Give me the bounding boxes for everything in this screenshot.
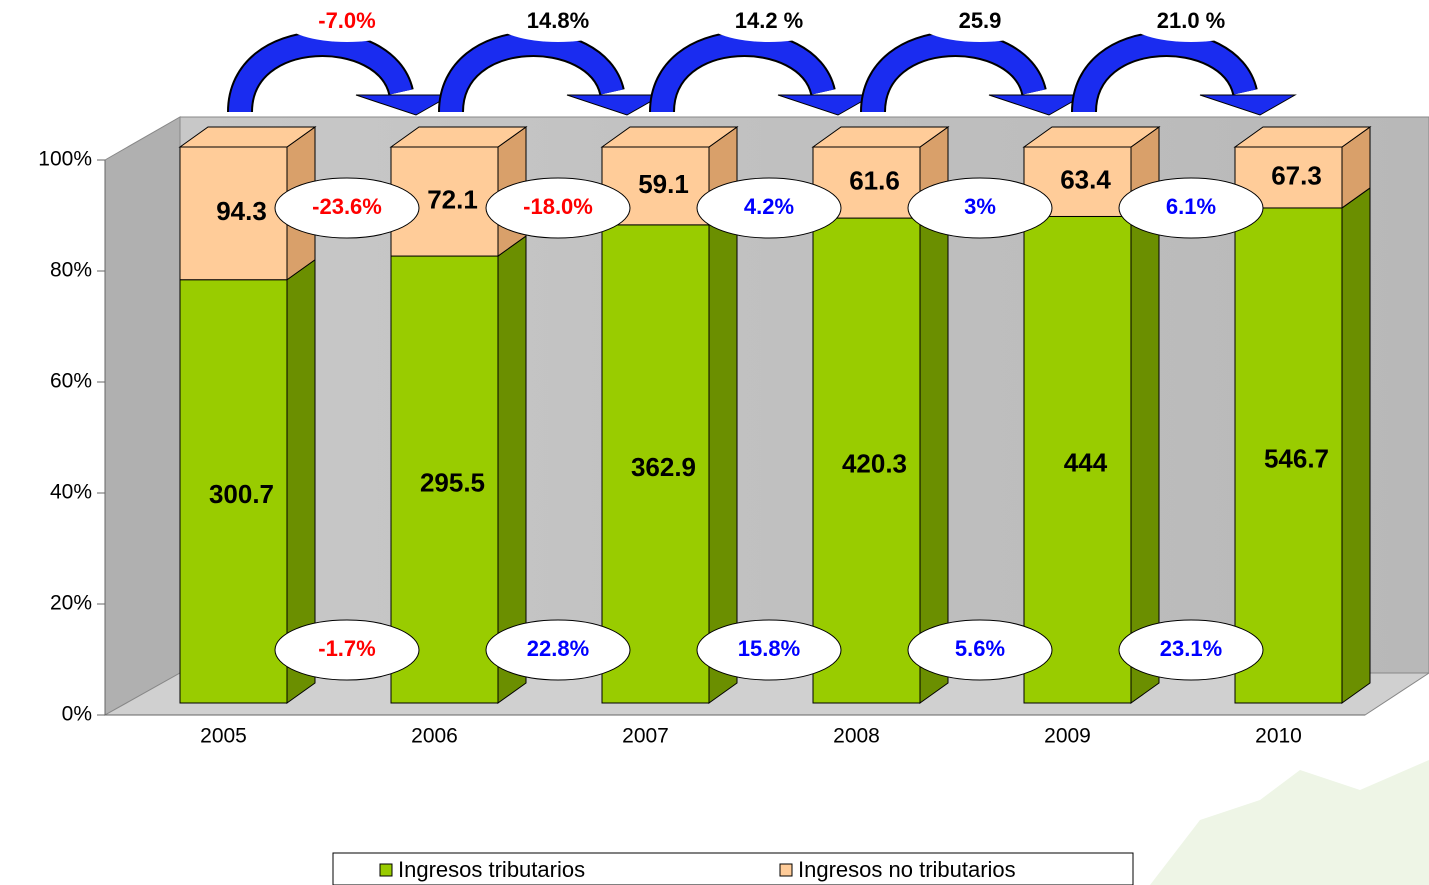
annotation: 25.9	[959, 8, 1002, 33]
data-label: 61.6	[849, 165, 900, 195]
growth-arrow-head	[988, 94, 1086, 116]
data-label: 72.1	[427, 184, 478, 214]
data-label: 420.3	[842, 448, 907, 478]
bar-top	[1022, 126, 1161, 148]
annotation: 14.8%	[527, 8, 589, 33]
bar-top	[178, 126, 317, 148]
x-tick-label: 2009	[1044, 725, 1091, 748]
annotation: 15.8%	[738, 636, 800, 661]
annotation: 14.2 %	[735, 8, 804, 33]
bar-segment	[1023, 215, 1132, 704]
annotation: -23.6%	[312, 194, 382, 219]
x-tick-label: 2006	[411, 725, 458, 748]
annotation: -1.7%	[318, 636, 375, 661]
x-tick-label: 2010	[1255, 725, 1302, 748]
data-label: 546.7	[1264, 443, 1329, 473]
growth-arrow-head	[355, 94, 453, 116]
data-label: 295.5	[420, 467, 485, 497]
x-tick-label: 2008	[833, 725, 880, 748]
annotation: -18.0%	[523, 194, 593, 219]
annotation: 22.8%	[527, 636, 589, 661]
growth-arrow	[862, 33, 1045, 113]
bar-segment	[179, 279, 288, 704]
bar-segment	[601, 224, 710, 704]
data-label: 300.7	[209, 479, 274, 509]
growth-arrow-head	[1199, 94, 1297, 116]
x-tick-label: 2007	[622, 725, 669, 748]
y-tick-label: 80%	[50, 259, 92, 282]
y-tick-label: 100%	[38, 148, 92, 171]
y-tick-label: 20%	[50, 592, 92, 615]
annotation: -7.0%	[318, 8, 375, 33]
bar-top	[811, 126, 950, 148]
growth-arrow	[440, 33, 623, 113]
annotation-bubble	[285, 2, 409, 42]
bar-segment	[390, 255, 499, 704]
growth-arrow	[651, 33, 834, 113]
y-tick-label: 0%	[62, 703, 92, 726]
y-tick-label: 60%	[50, 370, 92, 393]
annotation-bubble	[1129, 2, 1253, 42]
annotation: 23.1%	[1160, 636, 1222, 661]
x-tick-label: 2005	[200, 725, 247, 748]
legend-label: Ingresos no tributarios	[798, 857, 1016, 882]
y-tick-label: 40%	[50, 481, 92, 504]
data-label: 362.9	[631, 452, 696, 482]
data-label: 94.3	[216, 196, 267, 226]
annotation: 21.0 %	[1157, 8, 1226, 33]
annotation-bubble	[485, 177, 631, 239]
growth-arrow-head	[566, 94, 664, 116]
annotation-bubble	[707, 2, 831, 42]
side-wall	[104, 116, 181, 716]
growth-arrow	[229, 33, 412, 113]
bar-top	[600, 126, 739, 148]
bar-segment-side	[1341, 186, 1371, 704]
data-label: 63.4	[1060, 165, 1111, 195]
legend	[332, 852, 1134, 885]
annotation-bubble	[485, 619, 631, 681]
annotation-bubble	[907, 619, 1053, 681]
bar-segment	[1234, 207, 1343, 704]
data-label: 67.3	[1271, 160, 1322, 190]
bar-top	[389, 126, 528, 148]
annotation-bubble	[1118, 619, 1264, 681]
annotation-bubble	[274, 619, 420, 681]
bar-top	[1233, 126, 1372, 148]
annotation: 5.6%	[955, 636, 1005, 661]
annotation: 6.1%	[1166, 194, 1216, 219]
annotation-bubble	[696, 619, 842, 681]
bar-segment	[179, 146, 288, 281]
legend-label: Ingresos tributarios	[398, 857, 585, 882]
data-label: 444	[1064, 448, 1108, 478]
annotation-bubble	[907, 177, 1053, 239]
annotation: 3%	[964, 194, 996, 219]
annotation-bubble	[696, 177, 842, 239]
data-label: 59.1	[638, 169, 689, 199]
background-decoration	[1150, 760, 1429, 885]
annotation-bubble	[1118, 177, 1264, 239]
annotation-bubble	[496, 2, 620, 42]
annotation: 4.2%	[744, 194, 794, 219]
growth-arrow	[1073, 33, 1256, 113]
annotation-bubble	[918, 2, 1042, 42]
growth-arrow-head	[777, 94, 875, 116]
legend-swatch	[379, 863, 393, 877]
legend-swatch	[779, 863, 793, 877]
annotation-bubble	[274, 177, 420, 239]
